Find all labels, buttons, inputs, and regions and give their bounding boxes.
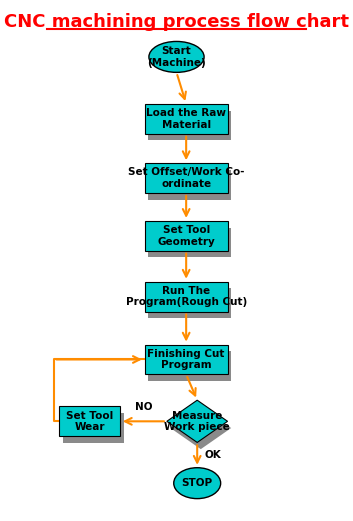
FancyBboxPatch shape [148, 228, 231, 257]
Text: Finishing Cut
Program: Finishing Cut Program [148, 349, 225, 370]
Text: Run The
Program(Rough Cut): Run The Program(Rough Cut) [126, 286, 247, 307]
Text: Set Offset/Work Co-
ordinate: Set Offset/Work Co- ordinate [128, 167, 244, 189]
Text: NO: NO [134, 402, 152, 412]
Polygon shape [167, 400, 228, 442]
FancyBboxPatch shape [145, 163, 228, 193]
Text: Start
(Machine): Start (Machine) [147, 46, 206, 68]
FancyBboxPatch shape [148, 288, 231, 318]
FancyBboxPatch shape [148, 170, 231, 200]
FancyBboxPatch shape [59, 406, 120, 436]
Text: Set Tool
Geometry: Set Tool Geometry [157, 225, 215, 246]
Ellipse shape [149, 42, 204, 72]
Text: STOP: STOP [182, 478, 213, 488]
FancyBboxPatch shape [145, 344, 228, 375]
Ellipse shape [174, 468, 221, 499]
FancyBboxPatch shape [148, 110, 231, 140]
Text: CNC machining process flow chart: CNC machining process flow chart [4, 13, 349, 31]
Text: Measure
Work piece: Measure Work piece [164, 411, 230, 432]
Text: Load the Raw
Material: Load the Raw Material [146, 108, 226, 130]
FancyBboxPatch shape [145, 104, 228, 134]
Text: Set Tool
Wear: Set Tool Wear [66, 411, 113, 432]
FancyBboxPatch shape [148, 351, 231, 381]
FancyBboxPatch shape [145, 282, 228, 312]
Text: OK: OK [205, 450, 222, 460]
FancyBboxPatch shape [63, 413, 124, 443]
FancyBboxPatch shape [145, 221, 228, 251]
Polygon shape [170, 407, 231, 449]
